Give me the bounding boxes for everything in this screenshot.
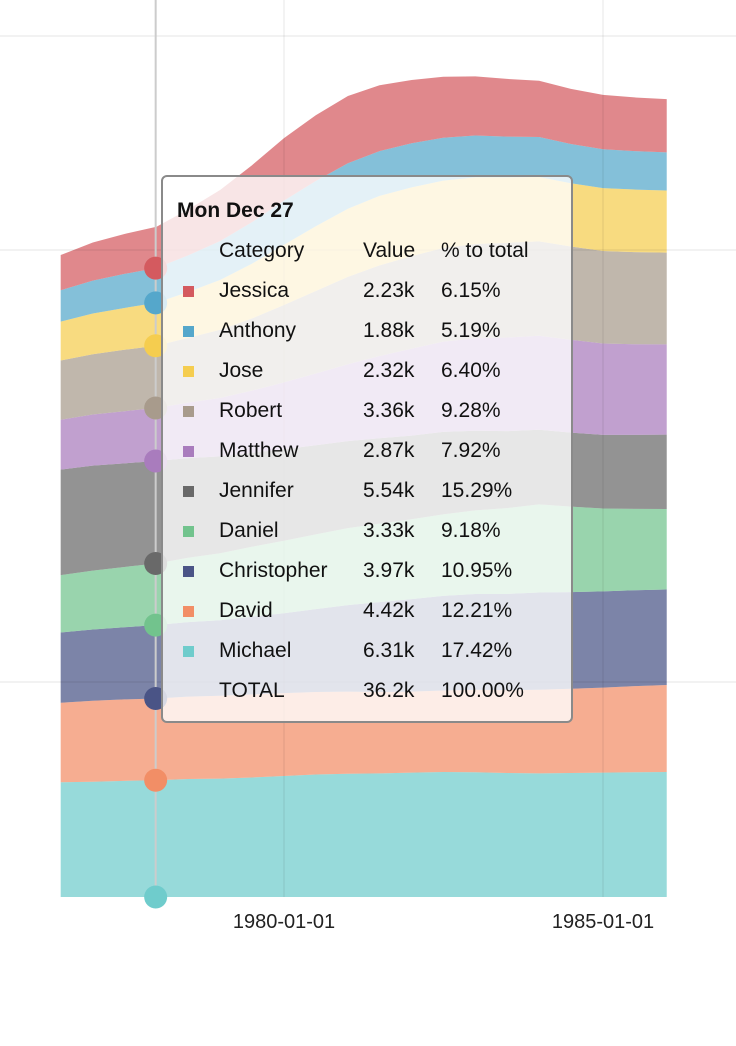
- area-michael: [60, 771, 667, 897]
- legend-swatch: [183, 486, 194, 497]
- tooltip-swatch-cell: [171, 591, 219, 631]
- tooltip-row-jose: Jose 2.32k 6.40%: [171, 351, 551, 391]
- tooltip-percent: 6.40%: [441, 359, 501, 382]
- tooltip-percent: 9.28%: [441, 399, 501, 422]
- tooltip-swatch-cell: [171, 271, 219, 311]
- tooltip-category: TOTAL: [219, 679, 285, 702]
- tooltip-value: 3.33k: [363, 519, 415, 542]
- tooltip-table: Category Value % to total Jessica 2.23k 6.…: [171, 231, 551, 711]
- tooltip-total-row: TOTAL 36.2k 100.00%: [171, 671, 551, 711]
- tooltip-date: Mon Dec 27: [177, 199, 294, 222]
- tooltip-swatch-cell: [171, 511, 219, 551]
- tooltip-row-jennifer: Jennifer 5.54k 15.29%: [171, 471, 551, 511]
- tooltip-percent: 5.19%: [441, 319, 501, 342]
- tooltip-value: 36.2k: [363, 679, 415, 702]
- tooltip-swatch-cell: [171, 391, 219, 431]
- legend-swatch: [183, 566, 194, 577]
- x-tick-label: 1980-01-01: [233, 911, 335, 933]
- tooltip-value: 4.42k: [363, 599, 415, 622]
- tooltip-percent: 9.18%: [441, 519, 501, 542]
- tooltip-header-percent: % to total: [441, 239, 529, 262]
- tooltip-percent: 15.29%: [441, 479, 513, 502]
- tooltip-row-christopher: Christopher 3.97k 10.95%: [171, 551, 551, 591]
- tooltip-swatch-cell: [171, 351, 219, 391]
- tooltip-category: Matthew: [219, 439, 299, 462]
- tooltip-row-michael: Michael 6.31k 17.42%: [171, 631, 551, 671]
- tooltip-value: 2.23k: [363, 279, 415, 302]
- tooltip-swatch-cell: [171, 631, 219, 671]
- legend-swatch: [183, 446, 194, 457]
- tooltip-value: 6.31k: [363, 639, 415, 662]
- tooltip-swatch-cell: [171, 311, 219, 351]
- tooltip-row-daniel: Daniel 3.33k 9.18%: [171, 511, 551, 551]
- tooltip-category: David: [219, 599, 273, 622]
- tooltip-category: Daniel: [219, 519, 279, 542]
- tooltip-swatch-cell: [171, 431, 219, 471]
- tooltip-header-swatch: [171, 231, 219, 271]
- tooltip-value: 5.54k: [363, 479, 415, 502]
- tooltip-swatch-cell: [171, 671, 219, 711]
- tooltip-value: 2.87k: [363, 439, 415, 462]
- tooltip-row-anthony: Anthony 1.88k 5.19%: [171, 311, 551, 351]
- legend-swatch: [183, 606, 194, 617]
- legend-swatch: [183, 646, 194, 657]
- tooltip-category: Jessica: [219, 279, 290, 302]
- tooltip-header-category: Category: [219, 239, 305, 262]
- legend-swatch: [183, 526, 194, 537]
- tooltip-category: Christopher: [219, 559, 328, 582]
- tooltip-value: 1.88k: [363, 319, 415, 342]
- tooltip-row-david: David 4.42k 12.21%: [171, 591, 551, 631]
- tooltip-row-matthew: Matthew 2.87k 7.92%: [171, 431, 551, 471]
- tooltip-percent: 100.00%: [441, 679, 524, 702]
- tooltip-header-value: Value: [363, 239, 416, 262]
- tooltip-category: Robert: [219, 399, 283, 422]
- legend-swatch: [183, 406, 194, 417]
- tooltip-swatch-cell: [171, 551, 219, 591]
- tooltip-percent: 10.95%: [441, 559, 513, 582]
- tooltip-category: Jose: [219, 359, 264, 382]
- tooltip-value: 2.32k: [363, 359, 415, 382]
- tooltip-category: Anthony: [219, 319, 297, 342]
- legend-swatch: [183, 326, 194, 337]
- tooltip-row-robert: Robert 3.36k 9.28%: [171, 391, 551, 431]
- tooltip-percent: 12.21%: [441, 599, 513, 622]
- tooltip-swatch-cell: [171, 471, 219, 511]
- x-tick-label: 1985-01-01: [552, 911, 654, 933]
- tooltip-percent: 6.15%: [441, 279, 501, 302]
- tooltip-header-row: Category Value % to total: [171, 231, 551, 271]
- tooltip-row-jessica: Jessica 2.23k 6.15%: [171, 271, 551, 311]
- legend-swatch: [183, 366, 194, 377]
- tooltip-value: 3.97k: [363, 559, 415, 582]
- tooltip-percent: 17.42%: [441, 639, 513, 662]
- hover-tooltip: Mon Dec 27 Category Value % to total Jes…: [161, 175, 573, 723]
- tooltip-category: Michael: [219, 639, 292, 662]
- legend-swatch: [183, 286, 194, 297]
- tooltip-percent: 7.92%: [441, 439, 501, 462]
- tooltip-value: 3.36k: [363, 399, 415, 422]
- tooltip-category: Jennifer: [219, 479, 294, 502]
- hover-marker-david: [144, 768, 168, 792]
- hover-marker-michael: [144, 885, 168, 909]
